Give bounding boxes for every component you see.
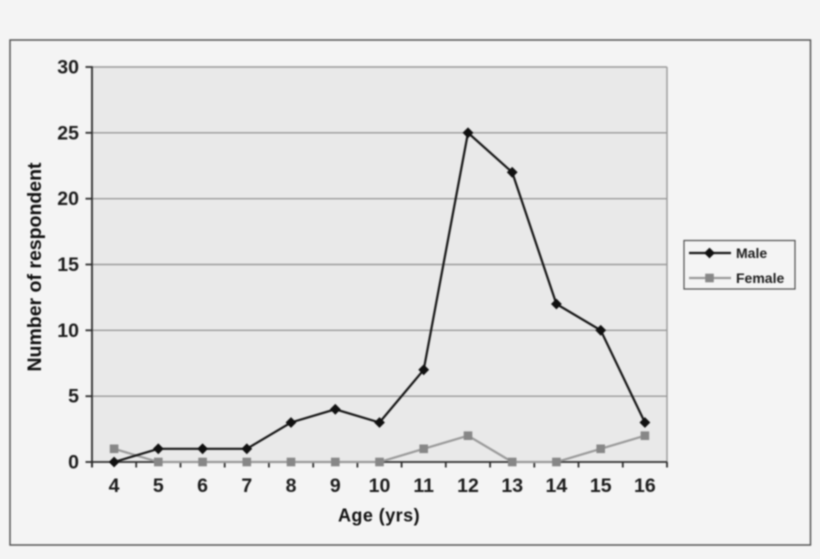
svg-text:12: 12 xyxy=(457,475,479,497)
svg-text:8: 8 xyxy=(286,475,297,497)
svg-text:6: 6 xyxy=(197,475,208,497)
svg-text:16: 16 xyxy=(634,475,656,497)
svg-text:15: 15 xyxy=(57,254,79,276)
svg-text:15: 15 xyxy=(590,475,612,497)
svg-text:13: 13 xyxy=(501,475,523,497)
svg-text:10: 10 xyxy=(57,320,79,342)
svg-text:30: 30 xyxy=(57,57,79,79)
svg-text:Age (yrs): Age (yrs) xyxy=(338,506,420,526)
svg-text:9: 9 xyxy=(330,475,341,497)
svg-text:11: 11 xyxy=(413,475,434,497)
svg-text:Male: Male xyxy=(736,245,767,261)
svg-text:14: 14 xyxy=(546,475,568,497)
svg-text:4: 4 xyxy=(109,475,120,497)
svg-text:20: 20 xyxy=(57,188,79,210)
svg-text:25: 25 xyxy=(57,122,79,144)
svg-text:10: 10 xyxy=(369,475,391,497)
svg-text:Female: Female xyxy=(736,270,784,286)
svg-text:5: 5 xyxy=(68,386,79,408)
svg-text:0: 0 xyxy=(68,452,79,474)
svg-text:7: 7 xyxy=(241,475,252,497)
svg-text:5: 5 xyxy=(153,475,164,497)
svg-text:Number of respondent: Number of respondent xyxy=(24,162,46,372)
